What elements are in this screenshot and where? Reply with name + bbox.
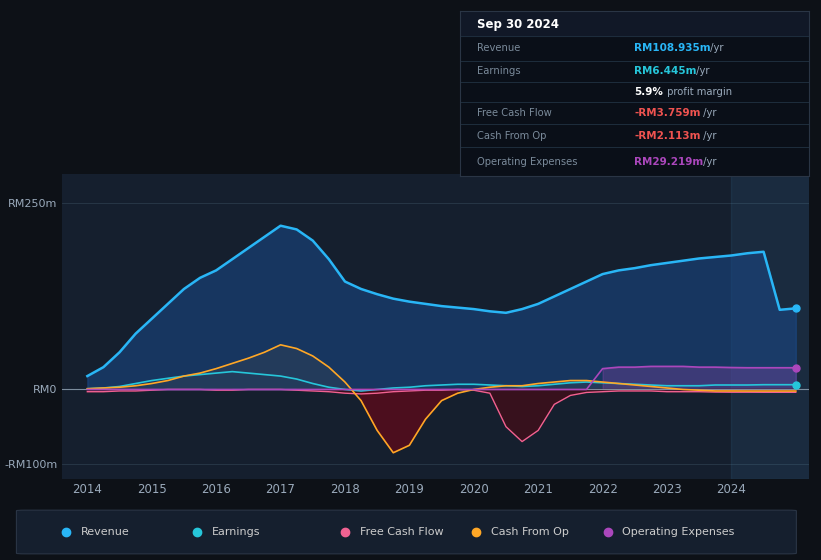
Text: Earnings: Earnings xyxy=(477,67,521,77)
Text: Cash From Op: Cash From Op xyxy=(477,131,547,141)
Text: Revenue: Revenue xyxy=(80,527,129,537)
Text: Earnings: Earnings xyxy=(212,527,260,537)
Text: /yr: /yr xyxy=(700,131,717,141)
Text: Sep 30 2024: Sep 30 2024 xyxy=(477,18,559,31)
Text: Cash From Op: Cash From Op xyxy=(491,527,569,537)
Text: 5.9%: 5.9% xyxy=(635,87,663,97)
Text: RM29.219m: RM29.219m xyxy=(635,157,704,167)
Text: /yr: /yr xyxy=(700,108,717,118)
Text: Operating Expenses: Operating Expenses xyxy=(622,527,735,537)
Text: Free Cash Flow: Free Cash Flow xyxy=(360,527,443,537)
Text: -RM2.113m: -RM2.113m xyxy=(635,131,700,141)
Text: /yr: /yr xyxy=(708,43,724,53)
Bar xyxy=(732,174,815,479)
Text: RM6.445m: RM6.445m xyxy=(635,67,697,77)
Text: RM108.935m: RM108.935m xyxy=(635,43,711,53)
Bar xyxy=(460,11,809,36)
Text: Revenue: Revenue xyxy=(477,43,521,53)
Text: /yr: /yr xyxy=(693,67,709,77)
Text: /yr: /yr xyxy=(700,157,717,167)
Text: -RM3.759m: -RM3.759m xyxy=(635,108,700,118)
Text: profit margin: profit margin xyxy=(663,87,732,97)
Text: Free Cash Flow: Free Cash Flow xyxy=(477,108,552,118)
Text: Operating Expenses: Operating Expenses xyxy=(477,157,578,167)
FancyBboxPatch shape xyxy=(16,510,796,554)
